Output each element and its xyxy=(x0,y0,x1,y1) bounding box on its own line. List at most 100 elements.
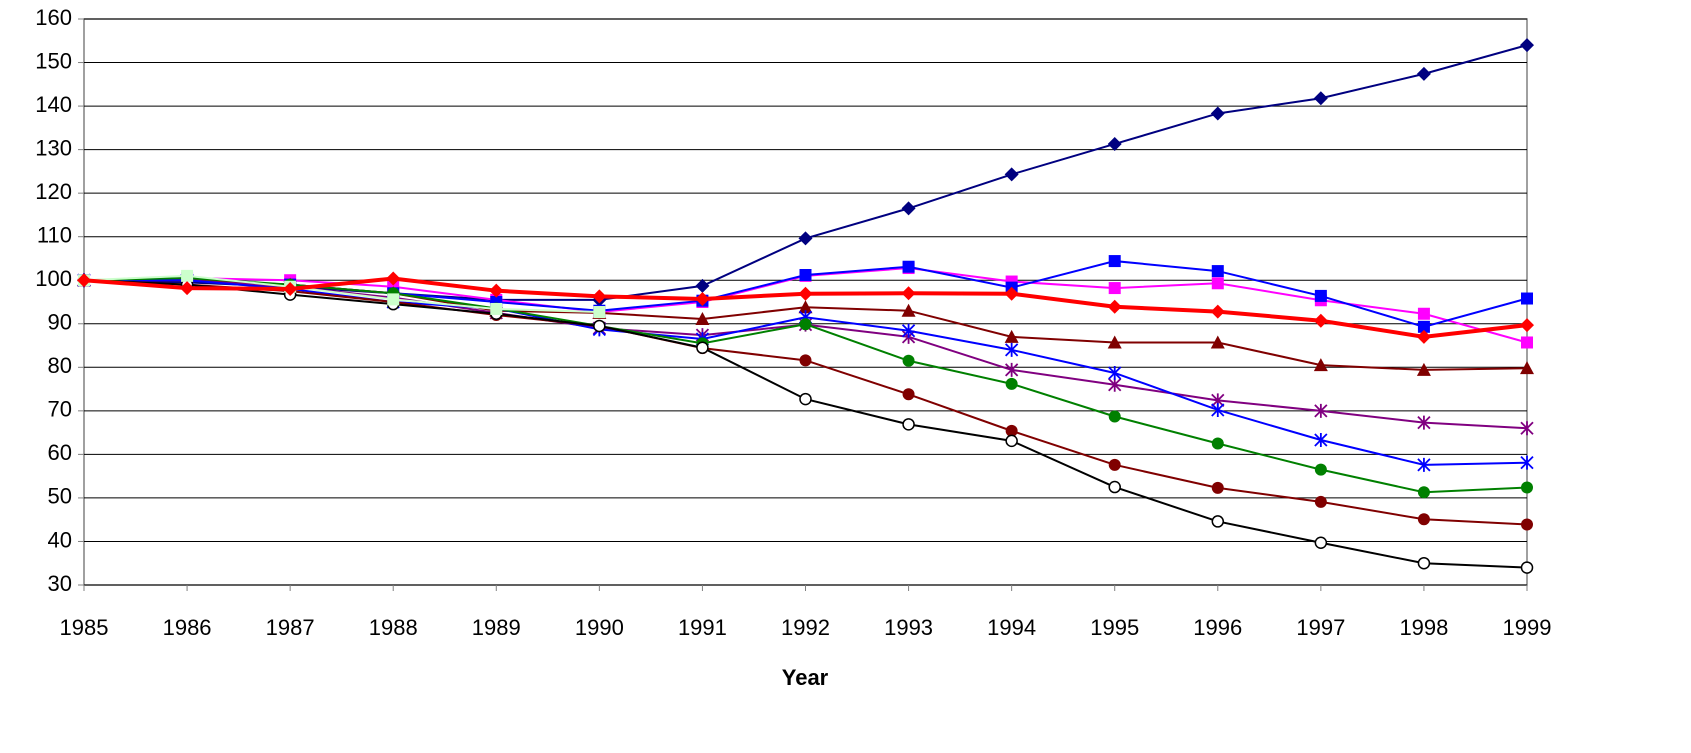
marker xyxy=(1313,313,1328,328)
marker xyxy=(1004,286,1019,301)
marker xyxy=(1417,486,1430,499)
marker xyxy=(1520,561,1534,574)
x-tick-label: 1994 xyxy=(987,615,1036,640)
marker xyxy=(1314,463,1327,476)
marker xyxy=(1211,437,1224,450)
marker xyxy=(902,260,915,273)
marker xyxy=(695,311,710,325)
y-tick-label: 90 xyxy=(48,310,72,335)
x-tick-label: 1990 xyxy=(575,615,624,640)
x-tick-label: 1992 xyxy=(781,615,830,640)
marker xyxy=(1314,536,1328,550)
marker xyxy=(1108,377,1122,392)
marker xyxy=(798,286,813,301)
marker xyxy=(902,418,915,431)
series xyxy=(77,271,1534,344)
marker xyxy=(1211,402,1225,417)
marker xyxy=(1416,362,1431,376)
y-tick-label: 110 xyxy=(37,223,72,248)
y-tick-label: 130 xyxy=(35,135,72,160)
marker xyxy=(387,293,400,306)
marker xyxy=(1416,66,1431,81)
marker xyxy=(1210,106,1225,121)
x-tick-label: 1993 xyxy=(884,615,933,640)
marker xyxy=(902,388,915,401)
y-tick-label: 30 xyxy=(48,571,72,596)
marker xyxy=(1520,455,1534,470)
marker xyxy=(1417,320,1430,333)
series-line xyxy=(83,274,600,314)
marker xyxy=(1005,434,1018,448)
marker xyxy=(386,271,401,286)
marker xyxy=(1005,424,1018,437)
marker xyxy=(695,278,710,293)
marker xyxy=(1417,415,1431,430)
x-tick-label: 1986 xyxy=(163,615,212,640)
marker xyxy=(490,302,503,315)
x-tick-label: 1987 xyxy=(266,615,315,640)
series-line xyxy=(83,44,1528,301)
marker xyxy=(1521,292,1533,305)
x-tick-label: 1997 xyxy=(1296,615,1345,640)
marker xyxy=(283,281,298,296)
x-tick-label: 1996 xyxy=(1193,615,1242,640)
marker xyxy=(489,283,504,298)
marker xyxy=(1108,458,1121,471)
marker xyxy=(1417,307,1430,320)
y-tick-label: 160 xyxy=(35,5,72,30)
marker xyxy=(1416,329,1431,344)
marker xyxy=(1314,289,1327,302)
marker xyxy=(1004,167,1019,182)
marker xyxy=(1520,421,1534,436)
x-tick-label: 1988 xyxy=(369,615,418,640)
x-tick-label: 1999 xyxy=(1503,615,1552,640)
marker xyxy=(1108,365,1122,380)
marker xyxy=(1417,457,1431,472)
marker xyxy=(1107,335,1122,349)
marker xyxy=(180,281,195,296)
marker xyxy=(1520,318,1534,333)
marker xyxy=(901,323,916,338)
marker xyxy=(798,300,813,314)
marker xyxy=(1005,362,1019,377)
series xyxy=(77,38,1534,307)
marker xyxy=(1108,255,1121,268)
marker xyxy=(1211,265,1224,278)
marker xyxy=(799,354,812,367)
x-tick-label: 1991 xyxy=(678,615,727,640)
marker xyxy=(1211,277,1224,290)
marker xyxy=(1417,513,1430,526)
y-tick-label: 40 xyxy=(48,527,72,552)
marker xyxy=(695,291,710,306)
marker xyxy=(799,392,812,406)
marker xyxy=(901,286,916,301)
marker xyxy=(1004,329,1019,343)
marker xyxy=(1521,518,1533,531)
x-tick-label: 1989 xyxy=(472,615,521,640)
y-tick-label: 70 xyxy=(48,397,72,422)
marker xyxy=(1210,304,1225,319)
marker xyxy=(798,231,813,246)
marker xyxy=(696,341,709,354)
marker xyxy=(593,319,606,333)
marker xyxy=(1520,38,1534,53)
marker xyxy=(901,201,916,216)
marker xyxy=(1108,410,1121,423)
marker xyxy=(799,318,812,331)
x-tick-label: 1995 xyxy=(1090,615,1139,640)
marker xyxy=(1211,481,1224,494)
y-tick-label: 120 xyxy=(35,179,72,204)
y-tick-label: 140 xyxy=(35,92,72,117)
marker xyxy=(1314,433,1328,448)
marker xyxy=(1314,495,1327,508)
marker xyxy=(799,269,812,282)
marker xyxy=(1005,377,1018,390)
y-tick-label: 100 xyxy=(35,266,72,291)
marker xyxy=(1521,481,1533,494)
x-tick-label: 1985 xyxy=(60,615,109,640)
y-tick-label: 50 xyxy=(48,484,72,509)
marker xyxy=(1521,336,1533,349)
marker xyxy=(901,303,916,317)
